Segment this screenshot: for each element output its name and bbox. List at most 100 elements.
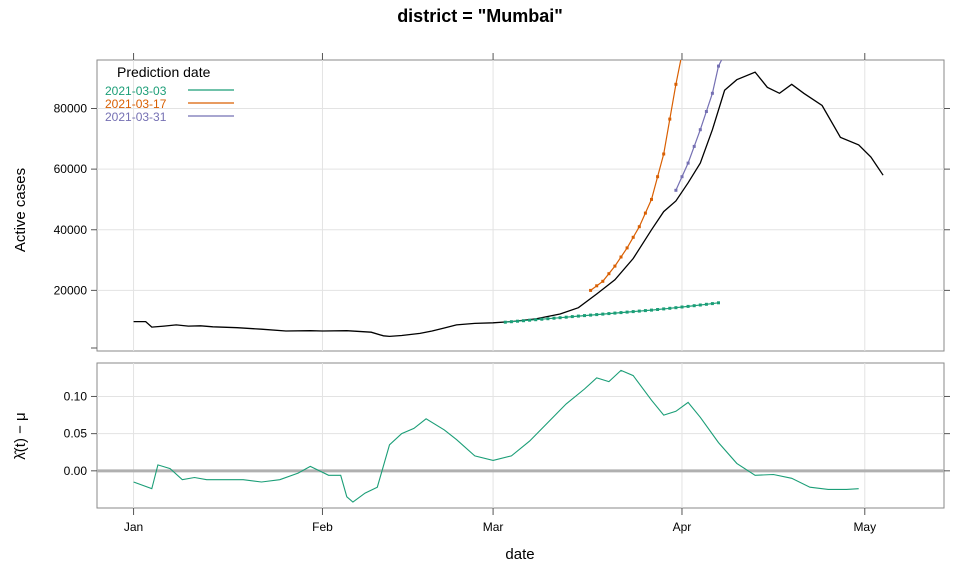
lambda-minus-mu-line: [133, 369, 859, 503]
prediction-point-2: [650, 197, 653, 201]
prediction-point-1: [686, 304, 690, 308]
prediction-point-1: [540, 317, 544, 321]
top-series-group: [133, 52, 884, 338]
bottom-series-group: [97, 369, 944, 503]
prediction-point-1: [613, 311, 617, 315]
top-plot-area: [133, 52, 884, 338]
prediction-point-1: [619, 311, 623, 315]
prediction-point-1: [509, 320, 513, 324]
prediction-point-3: [692, 144, 696, 148]
prediction-point-1: [625, 310, 629, 314]
chart-title: district = "Mumbai": [397, 6, 563, 26]
prediction-line-2: [590, 60, 682, 291]
prediction-point-1: [656, 308, 660, 311]
prediction-point-2: [607, 272, 611, 276]
prediction-point-1: [704, 302, 708, 306]
top-y-axis: 20000 40000 60000 80000: [54, 102, 950, 349]
prediction-point-3: [717, 64, 720, 68]
prediction-point-2: [625, 246, 629, 250]
active-cases-panel: 20000 40000 60000 80000 Active cases Predic…: [12, 52, 950, 352]
prediction-point-3: [680, 175, 684, 179]
prediction-point-2: [601, 279, 605, 283]
top-y-tick-label: 20000: [54, 283, 88, 297]
legend-entry-1-label: 2021-03-03: [105, 84, 167, 98]
prediction-line-3: [675, 60, 723, 191]
x-tick-label: Feb: [312, 520, 333, 534]
bottom-panel-frame: [96, 362, 945, 509]
x-axis: Jan Feb Mar Apr May: [124, 53, 876, 534]
lambda-panel: 0.00 0.05 0.10 λ̂(t) − μ: [12, 362, 950, 509]
x-tick-label: Mar: [483, 520, 504, 534]
prediction-point-1: [637, 309, 641, 313]
prediction-point-1: [698, 303, 702, 307]
top-y-tick-label: 40000: [54, 223, 88, 237]
prediction-point-3: [704, 110, 708, 113]
prediction-point-1: [576, 314, 580, 318]
prediction-point-1: [516, 319, 519, 323]
prediction-line-1: [505, 302, 719, 323]
prediction-point-1: [546, 317, 550, 321]
top-panel-frame: [96, 59, 945, 352]
prediction-point-1: [717, 301, 720, 305]
prediction-point-2: [631, 235, 635, 239]
prediction-point-1: [583, 314, 586, 318]
prediction-point-1: [692, 304, 696, 308]
legend-entry-3-label: 2021-03-31: [105, 110, 167, 124]
prediction-point-2: [643, 211, 647, 215]
prediction-point-3: [723, 52, 726, 55]
prediction-point-1: [595, 313, 599, 317]
prediction-point-2: [674, 82, 678, 86]
prediction-point-1: [503, 320, 507, 324]
prediction-point-1: [668, 306, 672, 310]
prediction-point-2: [595, 284, 599, 288]
prediction-point-1: [674, 306, 678, 310]
legend: Prediction date 2021-03-03 2021-03-17 20…: [105, 64, 234, 124]
x-tick-label: Jan: [124, 520, 143, 534]
prediction-point-1: [564, 315, 568, 319]
prediction-point-1: [631, 310, 635, 314]
prediction-point-1: [643, 309, 647, 313]
bottom-y-tick-label: 0.10: [64, 389, 88, 403]
observed-active-cases-line: [133, 71, 884, 338]
prediction-point-1: [601, 312, 605, 316]
bottom-y-axis: 0.00 0.05 0.10: [64, 389, 950, 478]
prediction-point-1: [589, 313, 593, 317]
prediction-point-2: [662, 152, 666, 156]
prediction-point-2: [589, 288, 593, 292]
prediction-point-3: [686, 161, 690, 165]
top-gridlines: [97, 60, 944, 351]
prediction-point-1: [534, 318, 538, 322]
prediction-point-1: [552, 316, 556, 320]
bottom-y-axis-label: λ̂(t) − μ: [12, 412, 29, 459]
bottom-y-tick-label: 0.00: [64, 464, 88, 478]
legend-entry-2-label: 2021-03-17: [105, 97, 167, 111]
prediction-point-3: [698, 128, 702, 132]
prediction-point-1: [522, 319, 525, 323]
prediction-point-2: [619, 255, 623, 259]
bottom-y-tick-label: 0.05: [64, 427, 88, 441]
top-y-tick-label: 80000: [54, 102, 88, 116]
prediction-point-2: [668, 117, 672, 121]
prediction-point-1: [680, 305, 684, 309]
prediction-point-1: [558, 316, 562, 320]
prediction-point-1: [607, 312, 611, 316]
prediction-point-2: [613, 264, 617, 268]
top-y-tick-label: 60000: [54, 162, 88, 176]
prediction-point-1: [662, 307, 666, 311]
x-tick-label: Apr: [673, 520, 692, 534]
legend-title: Prediction date: [117, 64, 211, 80]
prediction-point-3: [710, 91, 714, 95]
bottom-gridlines: [97, 363, 944, 508]
prediction-point-2: [656, 175, 660, 179]
prediction-point-1: [570, 315, 574, 319]
prediction-point-3: [674, 188, 678, 192]
top-y-axis-label: Active cases: [12, 168, 29, 252]
prediction-point-2: [637, 225, 641, 229]
bottom-plot-area: [97, 369, 944, 503]
prediction-point-1: [710, 302, 714, 306]
prediction-point-1: [650, 308, 653, 312]
x-tick-label: May: [853, 520, 876, 534]
x-axis-label: date: [505, 546, 534, 563]
prediction-point-1: [528, 318, 532, 322]
